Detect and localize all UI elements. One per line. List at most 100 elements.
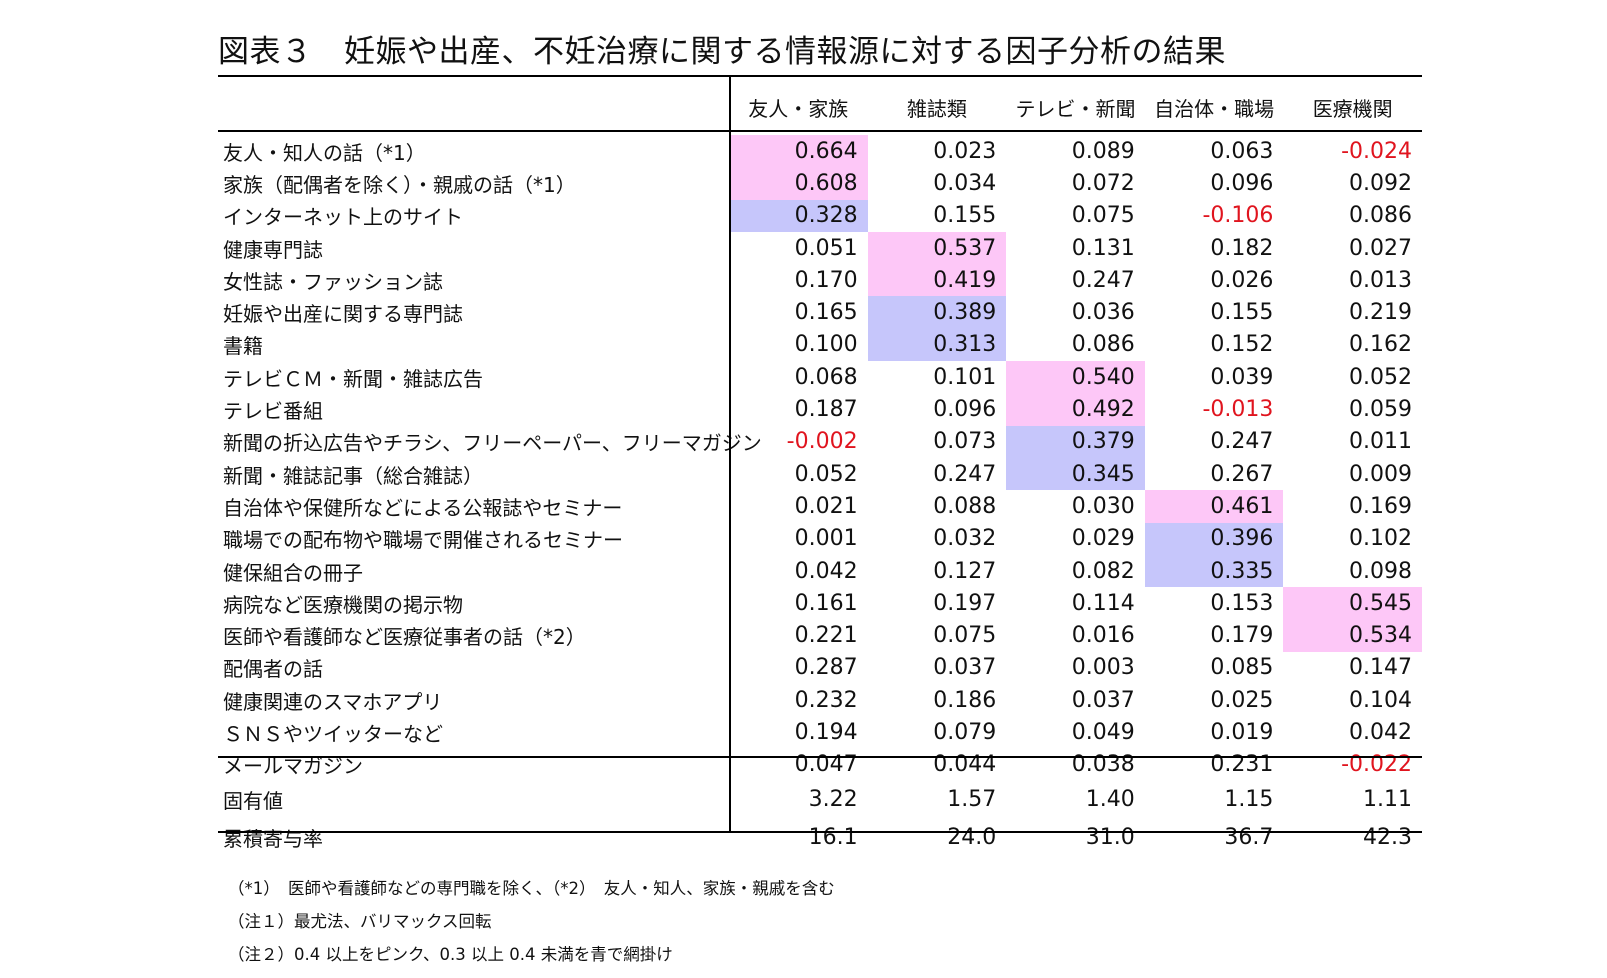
loading-value: 0.155 <box>933 203 997 229</box>
loading-value: 0.013 <box>1349 267 1412 293</box>
table-row: 配偶者の話 0.287 0.037 0.003 0.085 0.147 <box>218 652 1422 684</box>
loading-value: 0.179 <box>1210 623 1274 649</box>
loading-value: 0.092 <box>1349 170 1412 196</box>
loading-value: 0.037 <box>1071 687 1135 713</box>
summary-value: 1.40 <box>1085 787 1135 813</box>
table-row: 妊娠や出産に関する専門誌 0.165 0.389 0.036 0.155 0.219 <box>218 296 1422 329</box>
row-label: 職場での配布物や職場で開催されるセミナー <box>223 528 623 553</box>
loading-rows: 友人・知人の話（*1） 0.664 0.023 0.089 0.063 -0.024 家族（… <box>218 135 1422 781</box>
loading-value: 0.231 <box>1210 752 1274 778</box>
row-label: ＳＮＳやツイッターなど <box>223 721 443 746</box>
loading-value: 0.152 <box>1210 332 1274 358</box>
loading-value: 0.345 <box>1006 457 1145 491</box>
loading-value: 0.608 <box>729 167 868 200</box>
header-rule <box>218 130 1422 132</box>
table-row: 新聞の折込広告やチラシ、フリーペーパー、フリーマガジン -0.002 0.073 0.… <box>218 425 1422 458</box>
loading-value: 0.039 <box>1210 364 1274 390</box>
loading-value: 0.127 <box>933 558 997 584</box>
table-row: 健康関連のスマホアプリ 0.232 0.186 0.037 0.025 0.104 <box>218 684 1422 716</box>
label-divider <box>729 76 731 832</box>
loading-value: 0.169 <box>1349 493 1412 519</box>
loading-value: 0.197 <box>933 590 997 616</box>
loading-value: 0.075 <box>1071 203 1135 229</box>
loading-value: 0.664 <box>729 135 868 168</box>
loading-value: 0.170 <box>794 267 858 293</box>
table-row: 職場での配布物や職場で開催されるセミナー 0.001 0.032 0.029 0.396… <box>218 522 1422 555</box>
table-row: 病院など医療機関の掲示物 0.161 0.197 0.114 0.153 0.545 <box>218 587 1422 620</box>
loading-value: 0.100 <box>794 332 858 358</box>
row-label: 妊娠や出産に関する専門誌 <box>223 302 463 327</box>
loading-value: 0.030 <box>1071 493 1135 519</box>
loading-value: 0.287 <box>794 655 858 681</box>
loading-value: 0.026 <box>1210 267 1274 293</box>
summary-value: 42.3 <box>1363 825 1412 851</box>
row-label: 家族（配偶者を除く）・親戚の話（*1） <box>223 172 576 197</box>
loading-value: 0.044 <box>933 752 997 778</box>
summary-row: 固有値 3.22 1.57 1.40 1.15 1.11 <box>218 781 1422 819</box>
table-row: 家族（配偶者を除く）・親戚の話（*1） 0.608 0.034 0.072 0.096 0… <box>218 167 1422 200</box>
loading-value: 0.247 <box>933 461 997 487</box>
loading-value: 0.052 <box>794 461 858 487</box>
summary-value: 3.22 <box>808 787 858 813</box>
header-corner <box>218 79 729 135</box>
loading-value: 0.161 <box>794 590 858 616</box>
footnotes: （*1） 医師や看護師などの専門職を除く、（*2） 友人・知人、家族・親戚を含む… <box>228 872 835 971</box>
loading-value: 0.034 <box>933 170 997 196</box>
loading-value: 0.059 <box>1349 397 1412 423</box>
loading-value: 0.037 <box>933 655 997 681</box>
loading-value: 0.086 <box>1349 203 1412 229</box>
row-label: 病院など医療機関の掲示物 <box>223 592 463 617</box>
loading-value: 0.047 <box>794 752 858 778</box>
loading-value: 0.153 <box>1210 590 1274 616</box>
table-row: 自治体や保健所などによる公報誌やセミナー 0.021 0.088 0.030 0.461… <box>218 490 1422 523</box>
loading-value: 0.085 <box>1210 655 1274 681</box>
loading-value: 0.025 <box>1210 687 1274 713</box>
summary-row: 累積寄与率 16.1 24.0 31.0 36.7 42.3 <box>218 819 1422 857</box>
table-row: ＳＮＳやツイッターなど 0.194 0.079 0.049 0.019 0.042 <box>218 716 1422 748</box>
loading-value: -0.022 <box>1341 752 1412 778</box>
loading-value: 0.001 <box>794 526 858 552</box>
loading-value: 0.147 <box>1349 655 1412 681</box>
loading-value: 0.379 <box>1006 425 1145 458</box>
loading-value: 0.461 <box>1144 490 1284 523</box>
row-label: 書籍 <box>223 334 263 359</box>
footnote: （注１）最尤法、バリマックス回転 <box>228 912 492 931</box>
loading-value: 0.187 <box>794 397 858 423</box>
footnote: （*1） 医師や看護師などの専門職を除く、（*2） 友人・知人、家族・親戚を含む <box>228 879 835 898</box>
row-label: 新聞・雑誌記事（総合雑誌） <box>223 463 483 488</box>
loading-value: 0.182 <box>1210 235 1274 261</box>
row-label: 新聞の折込広告やチラシ、フリーペーパー、フリーマガジン <box>223 431 762 456</box>
row-label: インターネット上のサイト <box>223 205 463 230</box>
loading-value: 0.096 <box>1210 170 1274 196</box>
table-row: 健康専門誌 0.051 0.537 0.131 0.182 0.027 <box>218 231 1422 265</box>
loading-value: 0.162 <box>1349 332 1412 358</box>
loading-value: 0.086 <box>1071 332 1135 358</box>
loading-value: 0.267 <box>1210 461 1274 487</box>
loading-value: 0.021 <box>794 493 858 519</box>
loading-value: 0.419 <box>867 264 1007 297</box>
row-label: 友人・知人の話（*1） <box>223 140 426 165</box>
loading-value: 0.313 <box>867 328 1007 362</box>
loading-value: 0.219 <box>1349 300 1412 326</box>
column-header: 自治体・職場 <box>1154 96 1275 121</box>
loading-value: 0.082 <box>1071 558 1135 584</box>
row-label: 健康専門誌 <box>223 237 323 262</box>
loading-value: 0.537 <box>867 231 1007 265</box>
summary-value: 16.1 <box>808 825 858 851</box>
loading-value: 0.540 <box>1006 361 1145 394</box>
top-rule <box>218 75 1422 77</box>
loading-value: 0.011 <box>1349 429 1412 455</box>
loading-value: 0.068 <box>794 364 858 390</box>
loading-value: 0.114 <box>1071 590 1135 616</box>
loading-value: 0.072 <box>1071 170 1135 196</box>
summary-value: 1.57 <box>947 787 997 813</box>
loading-value: 0.075 <box>933 623 997 649</box>
loading-value: 0.396 <box>1144 522 1284 555</box>
loading-value: 0.019 <box>1210 719 1274 745</box>
loading-value: 0.042 <box>1349 719 1412 745</box>
loading-value: -0.106 <box>1202 203 1274 229</box>
column-header: 友人・家族 <box>748 96 849 121</box>
table-row: 新聞・雑誌記事（総合雑誌） 0.052 0.247 0.345 0.267 0.009 <box>218 457 1422 491</box>
table-row: テレビＣＭ・新聞・雑誌広告 0.068 0.101 0.540 0.039 0.052 <box>218 361 1422 394</box>
loading-value: -0.024 <box>1341 138 1412 164</box>
